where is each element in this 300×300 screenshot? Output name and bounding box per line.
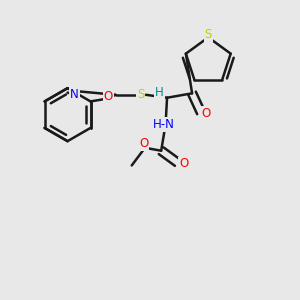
- Text: H: H: [155, 86, 164, 99]
- Text: O: O: [103, 91, 113, 103]
- Text: S: S: [137, 88, 144, 101]
- Text: H-N: H-N: [153, 118, 175, 131]
- Text: O: O: [202, 107, 211, 120]
- Text: O: O: [139, 137, 148, 150]
- Text: S: S: [205, 28, 212, 41]
- Text: N: N: [70, 88, 79, 101]
- Text: O: O: [179, 158, 188, 170]
